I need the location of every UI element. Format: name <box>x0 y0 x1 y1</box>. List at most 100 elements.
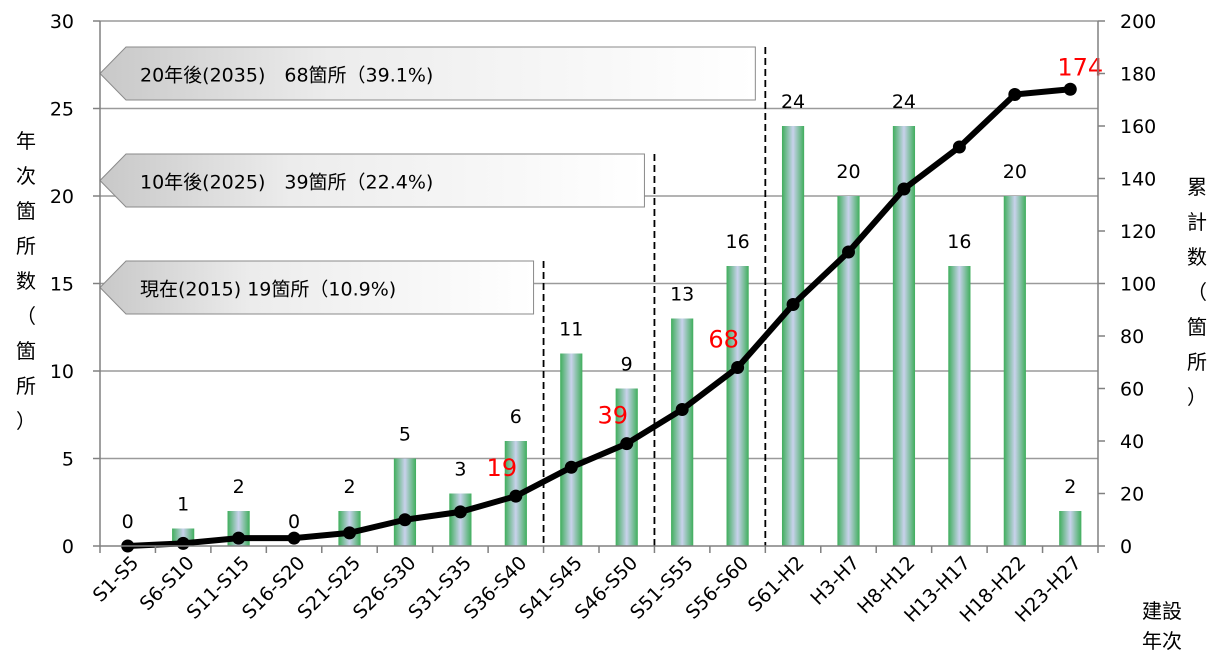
bar-value-label: 13 <box>670 284 694 306</box>
cumulative-point <box>398 513 412 527</box>
bar-value-label: 3 <box>454 459 466 481</box>
bar-value-label: 9 <box>621 354 633 376</box>
y2-tick-label: 200 <box>1120 11 1156 33</box>
bar-value-label: 20 <box>836 161 860 183</box>
bar <box>1003 196 1026 546</box>
cumulative-point <box>897 182 911 196</box>
y2-axis-title-char: 数 <box>1187 245 1207 269</box>
bar-value-label: 1 <box>177 494 189 516</box>
x-axis-title-line: 年次 <box>1142 629 1182 653</box>
annotation-text: 現在(2015) 19箇所（10.9%) <box>140 279 396 301</box>
cumulative-line-series <box>121 82 1077 553</box>
bar-value-label: 2 <box>343 476 355 498</box>
bar <box>837 196 860 546</box>
bar-value-label: 5 <box>399 424 411 446</box>
y2-tick-label: 40 <box>1120 431 1144 453</box>
y2-axis-title-char: （ <box>1187 280 1207 304</box>
y-axis-title-char: 所 <box>16 234 36 258</box>
y-axis-title-char: 箇 <box>16 339 36 363</box>
bar-value-label: 24 <box>781 91 805 113</box>
y2-tick-label: 140 <box>1120 169 1156 191</box>
annotation-arrow <box>99 153 645 208</box>
y-tick-label: 0 <box>62 536 74 558</box>
y2-axis-title-char: 累 <box>1187 175 1207 199</box>
annotation-text: 10年後(2025) 39箇所（22.4%) <box>140 172 433 194</box>
y2-axis-title-char: 所 <box>1187 350 1207 374</box>
y-axis-title-char: （ <box>16 304 36 328</box>
y-tick-label: 30 <box>50 11 74 33</box>
cumulative-point <box>509 489 523 503</box>
annotation-arrow <box>99 260 535 315</box>
y2-tick-label: 0 <box>1120 536 1132 558</box>
y2-tick-label: 180 <box>1120 64 1156 86</box>
y-tick-label: 20 <box>50 186 74 208</box>
bar-value-label: 20 <box>1003 161 1027 183</box>
y2-tick-label: 120 <box>1120 221 1156 243</box>
y-axis-title-char: 年 <box>16 129 36 153</box>
y2-axis-title-char: 箇 <box>1187 315 1207 339</box>
bar-value-label: 0 <box>288 511 300 533</box>
y2-axis-title-char: ） <box>1187 385 1207 409</box>
annotation-text: 20年後(2035) 68箇所（39.1%) <box>140 65 433 87</box>
bar-value-label: 6 <box>510 406 522 428</box>
bar-value-label: 2 <box>1064 476 1076 498</box>
bar <box>393 458 417 546</box>
cumulative-point <box>343 526 356 540</box>
bar <box>781 126 805 546</box>
y-axis-title-char: ） <box>16 409 36 433</box>
y2-tick-label: 60 <box>1120 379 1144 401</box>
cumulative-point <box>620 437 634 451</box>
bar <box>449 493 472 546</box>
y-axis-title-char: 数 <box>16 269 36 293</box>
cumulative-point <box>731 361 745 374</box>
cumulative-point <box>675 403 689 416</box>
annotation-arrow <box>99 46 756 101</box>
cumulative-value-label: 174 <box>1057 53 1103 81</box>
y-tick-label: 5 <box>62 449 74 471</box>
y2-axis-title-char: 計 <box>1187 210 1207 234</box>
x-tick-label: S1-S5 <box>89 552 144 607</box>
bar <box>948 266 971 546</box>
bar-value-label: 2 <box>233 476 245 498</box>
bar <box>671 318 694 546</box>
cumulative-point <box>842 245 855 259</box>
cumulative-point <box>176 536 190 550</box>
y-axis-title-char: 所 <box>16 374 36 398</box>
y2-tick-label: 160 <box>1120 116 1156 138</box>
annotations: 20年後(2035) 68箇所（39.1%) 10年後(2025) 39箇所（22… <box>99 46 767 546</box>
axes: 051015202530020406080100120140160180200S… <box>16 11 1207 653</box>
cumulative-point <box>287 531 301 545</box>
y-axis-title-char: 箇 <box>16 199 36 223</box>
cumulative-point <box>1063 82 1077 96</box>
cumulative-point <box>1008 88 1022 101</box>
bar-value-label: 16 <box>726 231 750 253</box>
bar-value-label: 16 <box>947 231 971 253</box>
cumulative-point <box>564 460 578 474</box>
cumulative-value-label: 19 <box>487 454 518 482</box>
x-axis-title-line: 建設 <box>1142 599 1182 623</box>
cumulative-point <box>952 140 966 154</box>
y2-tick-label: 100 <box>1120 274 1156 296</box>
y-tick-label: 10 <box>50 361 74 383</box>
x-tick-label: S61-H2 <box>744 552 809 617</box>
bar-value-label: 0 <box>122 511 134 533</box>
bar-series <box>172 126 1082 546</box>
bar <box>726 266 749 546</box>
cumulative-value-label: 68 <box>708 326 739 354</box>
bar-value-label: 11 <box>559 319 583 341</box>
y-tick-label: 25 <box>50 99 74 121</box>
y2-tick-label: 80 <box>1120 326 1144 348</box>
cumulative-point <box>453 505 467 519</box>
cumulative-line <box>127 86 1071 549</box>
cumulative-value-label: 39 <box>597 402 628 430</box>
bar <box>892 126 916 546</box>
y2-tick-label: 20 <box>1120 484 1144 506</box>
y-tick-label: 15 <box>50 274 74 296</box>
bar <box>615 388 638 546</box>
y-axis-title-char: 次 <box>16 164 36 188</box>
bar <box>560 353 583 546</box>
bar <box>1059 511 1082 546</box>
bar-value-label: 24 <box>892 91 916 113</box>
